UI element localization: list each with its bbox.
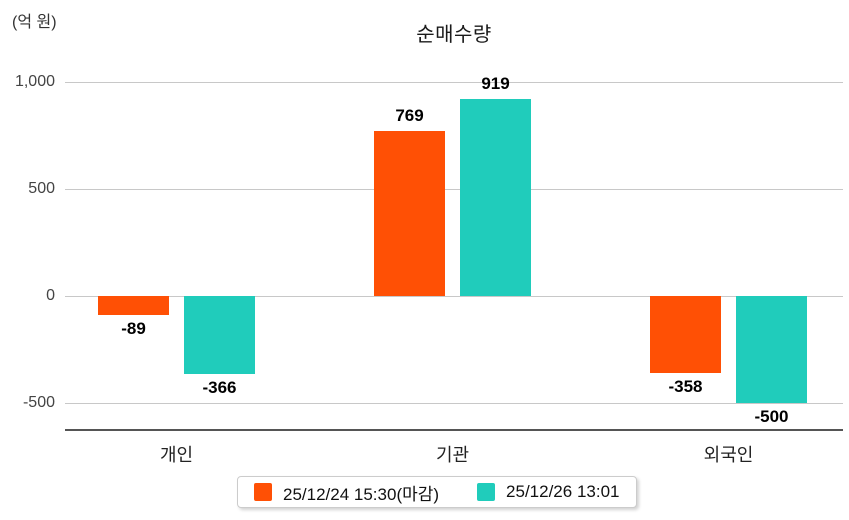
y-axis-unit-label: (억 원) [12,14,57,31]
y-tick-label--500: -500 [22,394,55,411]
y-tick-label-500: 500 [28,180,55,197]
chart-title: 순매수량 [416,24,492,46]
bar-series2-외국인 [736,296,807,403]
category-label-기관: 기관 [435,445,470,465]
series2-swatch-icon [477,483,496,501]
category-label-개인: 개인 [159,445,194,465]
bar-series2-기관 [460,99,531,296]
plot-area [65,82,843,431]
gridline-1000 [65,82,843,83]
x-axis-line [65,429,843,431]
value-label-series1-개인: -89 [121,319,146,338]
value-label-series1-기관: 769 [395,106,424,125]
bar-series1-외국인 [650,296,721,373]
bar-series1-기관 [374,131,445,296]
gridline-500 [65,189,843,190]
value-label-series1-외국인: -358 [668,377,703,396]
y-tick-label-1000: 1,000 [14,73,55,90]
gridline-0 [65,296,843,297]
legend-label-series1: 25/12/24 15:30(마감) [283,484,440,504]
legend-item-series2: 25/12/26 13:01 [477,482,620,502]
legend-item-series1: 25/12/24 15:30(마감) [254,480,439,505]
legend-label-series2: 25/12/26 13:01 [506,482,620,501]
legend: 25/12/24 15:30(마감) 25/12/26 13:01 [237,476,637,508]
bar-series2-개인 [184,296,255,374]
value-label-series2-외국인: -500 [754,407,789,426]
category-label-외국인: 외국인 [703,445,754,465]
bar-series1-개인 [98,296,169,315]
series1-swatch-icon [254,483,272,501]
y-tick-label-0: 0 [46,287,55,304]
gridline--500 [65,403,843,404]
value-label-series2-기관: 919 [481,74,510,93]
value-label-series2-개인: -366 [202,378,237,397]
